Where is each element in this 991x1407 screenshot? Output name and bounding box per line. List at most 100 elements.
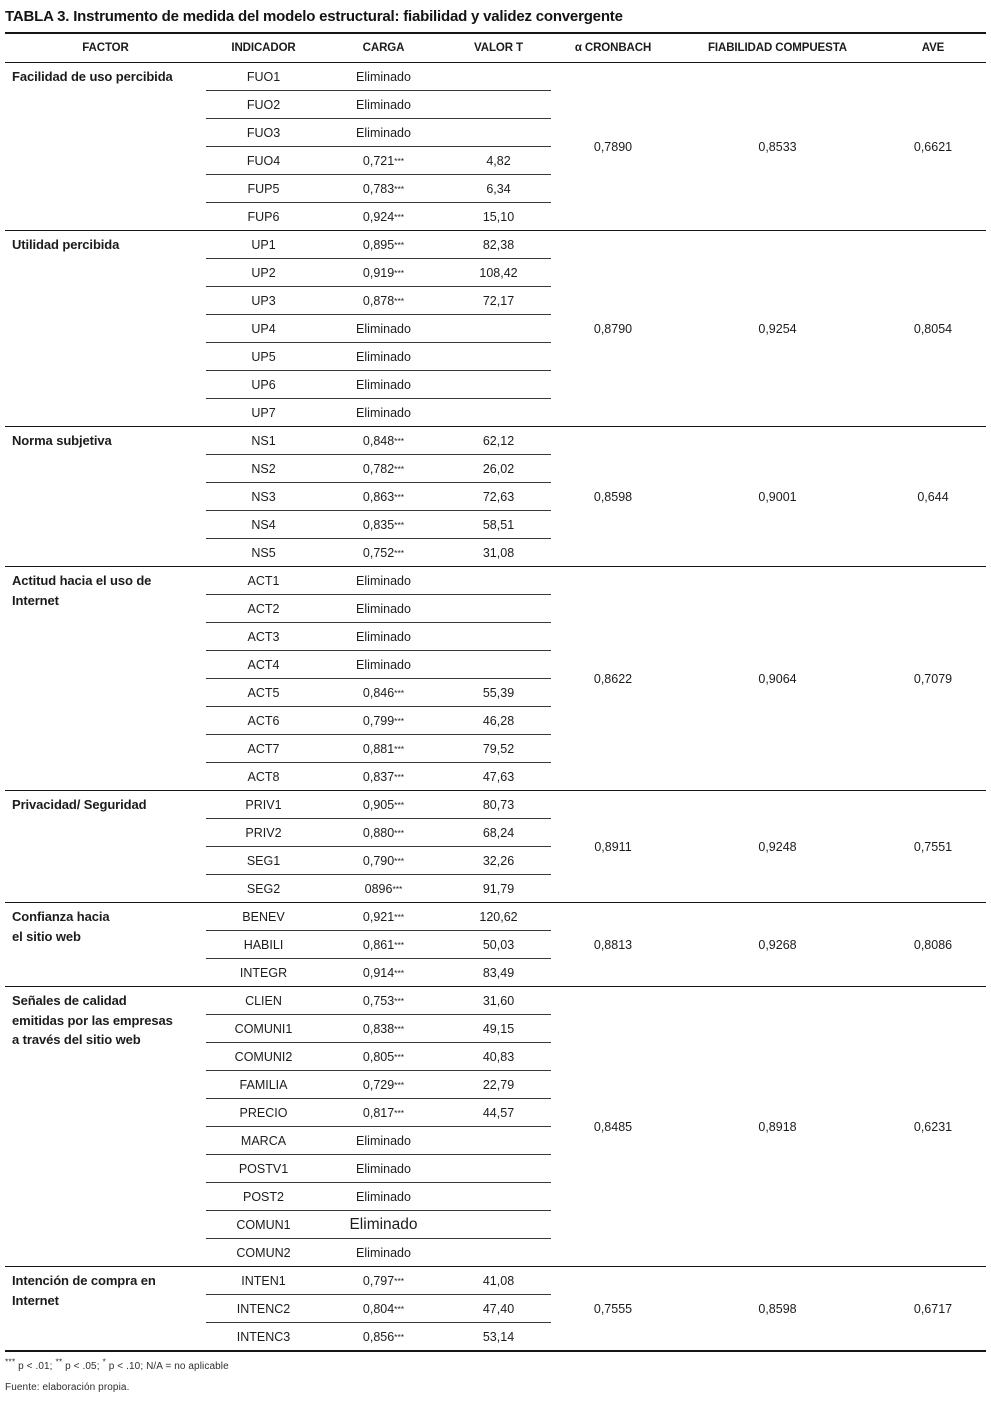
carga-cell: Eliminado — [321, 1155, 446, 1183]
carga-cell: 0,880 *** — [321, 819, 446, 847]
indicator-cell: NS5 — [251, 545, 276, 560]
valor-t-cell: 22,79 — [446, 1071, 551, 1099]
valor-t-cell — [446, 63, 551, 91]
table-title: TABLA 3. Instrumento de medida del model… — [5, 8, 623, 25]
valor-t-cell: 72,63 — [446, 483, 551, 511]
carga-cell: 0,797 *** — [321, 1267, 446, 1295]
carga-cell: Eliminado — [321, 371, 446, 399]
ave-value: 0,6717 — [913, 1301, 953, 1316]
valor-t-cell: 50,03 — [446, 931, 551, 959]
fiabilidad-compuesta-value: 0,8598 — [758, 1301, 797, 1316]
carga-cell: 0,924 *** — [362, 209, 405, 224]
indicator-cell: INTENC2 — [206, 1295, 321, 1323]
indicator-cell: NS1 — [206, 427, 321, 455]
carga-cell: 0,921 *** — [321, 903, 446, 931]
carga-cell: Eliminado — [321, 623, 446, 651]
fiabilidad-compuesta-value: 0,9001 — [758, 489, 797, 504]
valor-t-cell — [446, 1127, 551, 1155]
carga-cell: Eliminado — [321, 1183, 446, 1211]
cronbach-value: 0,8622 — [593, 671, 633, 686]
valor-t-cell: 72,17 — [446, 287, 551, 315]
valor-t-cell — [446, 91, 551, 119]
table-header: FACTOR INDICADOR CARGA VALOR T α CRONBAC… — [5, 34, 986, 62]
indicator-cell: ACT6 — [206, 707, 321, 735]
ave-value: 0,7079 — [913, 671, 953, 686]
factor-label: Intención de compra en Internet — [12, 1273, 156, 1308]
indicator-cell: FUP5 — [206, 175, 321, 203]
indicator-cell: MARCA — [206, 1127, 321, 1155]
factor-group: Privacidad/ Seguridad PRIV1 0,905 *** 80,73 P… — [5, 790, 986, 902]
indicator-cell: UP7 — [251, 405, 276, 420]
fiabilidad-compuesta-value: 0,8918 — [758, 1119, 797, 1134]
factor-group: Señales de calidad emitidas por las empr… — [5, 986, 986, 1266]
valor-t-cell — [446, 1155, 551, 1183]
factor-label: Norma subjetiva — [12, 433, 112, 448]
valor-t-cell: 40,83 — [446, 1043, 551, 1071]
valor-t-cell: 62,12 — [446, 427, 551, 455]
ave-value: 0,8086 — [913, 937, 953, 952]
factor-group: Facilidad de uso percibida FUO1 Eliminado F… — [5, 62, 986, 230]
valor-t-cell: 83,49 — [482, 965, 515, 980]
indicator-cell: CLIEN — [206, 987, 321, 1015]
carga-cell: Eliminado — [356, 1245, 411, 1260]
column-header-factor: FACTOR — [82, 42, 129, 54]
valor-t-cell — [446, 595, 551, 623]
fiabilidad-compuesta-value: 0,9254 — [758, 321, 797, 336]
valor-t-cell — [446, 343, 551, 371]
valor-t-cell — [446, 315, 551, 343]
carga-cell: 0,848 *** — [321, 427, 446, 455]
valor-t-cell — [446, 399, 551, 426]
ave-value: 0,644 — [917, 489, 949, 504]
carga-cell: 0,817 *** — [321, 1099, 446, 1127]
valor-t-cell: 79,52 — [446, 735, 551, 763]
valor-t-cell: 26,02 — [446, 455, 551, 483]
indicator-cell: COMUN2 — [236, 1245, 291, 1260]
carga-cell: 0,790 *** — [321, 847, 446, 875]
indicator-cell: UP3 — [206, 287, 321, 315]
carga-cell: 0,863 *** — [321, 483, 446, 511]
ave-value: 0,7551 — [913, 839, 953, 854]
indicator-cell: UP6 — [206, 371, 321, 399]
valor-t-cell — [446, 623, 551, 651]
ave-value: 0,6231 — [913, 1119, 953, 1134]
valor-t-cell: 6,34 — [446, 175, 551, 203]
indicator-cell: ACT3 — [206, 623, 321, 651]
carga-cell: 0,856 *** — [362, 1329, 405, 1344]
column-header-indicador: INDICADOR — [231, 42, 296, 54]
indicator-cell: INTENC3 — [236, 1329, 291, 1344]
valor-t-cell: 46,28 — [446, 707, 551, 735]
valor-t-cell: 82,38 — [446, 231, 551, 259]
carga-cell: 0,895 *** — [321, 231, 446, 259]
valor-t-cell: 31,60 — [446, 987, 551, 1015]
footnote-source: Fuente: elaboración propia. — [5, 1382, 130, 1393]
valor-t-cell: 44,57 — [446, 1099, 551, 1127]
valor-t-cell — [446, 371, 551, 399]
valor-t-cell — [446, 1239, 551, 1266]
cronbach-value: 0,8485 — [593, 1119, 633, 1134]
valor-t-cell: 31,08 — [482, 545, 515, 560]
carga-cell: Eliminado — [321, 315, 446, 343]
indicator-cell: COMUNI2 — [206, 1043, 321, 1071]
carga-cell: Eliminado — [321, 1127, 446, 1155]
indicator-cell: PRIV1 — [206, 791, 321, 819]
carga-cell: 0,782 *** — [321, 455, 446, 483]
cronbach-value: 0,8790 — [593, 321, 633, 336]
factor-label: Facilidad de uso percibida — [12, 69, 173, 84]
indicator-cell: FAMILIA — [206, 1071, 321, 1099]
indicator-cell: NS3 — [206, 483, 321, 511]
indicator-cell: FUP6 — [247, 209, 280, 224]
fiabilidad-compuesta-value: 0,9268 — [758, 937, 797, 952]
valor-t-cell — [446, 1183, 551, 1211]
indicator-cell: INTEN1 — [206, 1267, 321, 1295]
indicator-cell: SEG1 — [206, 847, 321, 875]
carga-cell: 0,805 *** — [321, 1043, 446, 1071]
valor-t-cell: 58,51 — [446, 511, 551, 539]
fiabilidad-compuesta-value: 0,8533 — [758, 139, 797, 154]
valor-t-cell: 68,24 — [446, 819, 551, 847]
carga-cell: 0896 *** — [364, 881, 403, 896]
factor-group: Norma subjetiva NS1 0,848 *** 62,12 NS2 0,782 *… — [5, 426, 986, 566]
cronbach-value: 0,8911 — [594, 839, 632, 854]
factor-group: Intención de compra en Internet INTEN1 0,7… — [5, 1266, 986, 1350]
valor-t-cell: 32,26 — [446, 847, 551, 875]
